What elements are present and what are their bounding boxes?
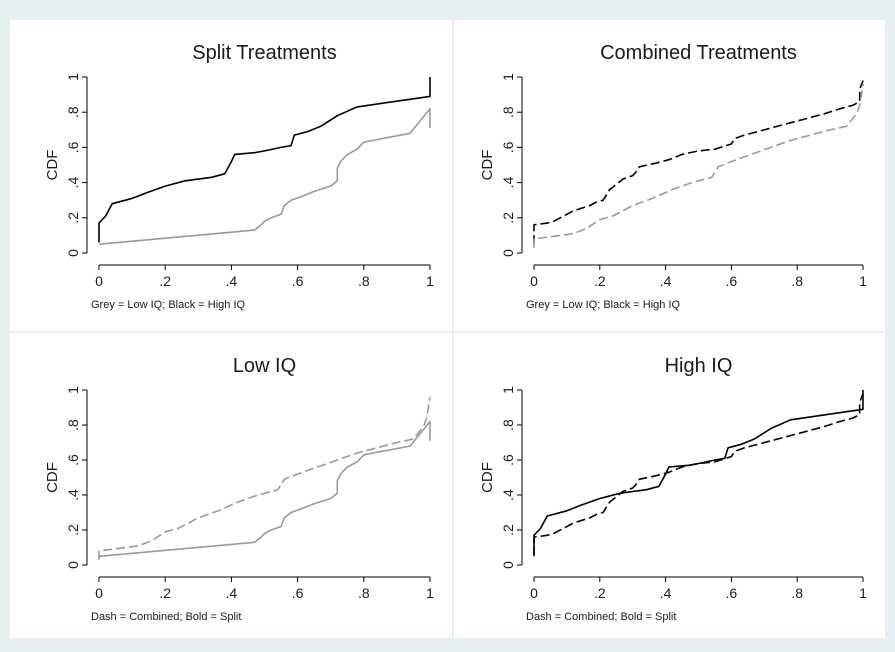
y-tick-label: .4 [500,177,516,189]
series-line-1 [98,77,431,243]
series-line-1 [533,80,864,245]
y-tick-label: 1 [65,73,81,81]
x-tick-label: 1 [859,585,867,601]
x-tick-label: .8 [358,273,370,289]
x-tick-label: .8 [358,585,370,601]
y-tick-label: .8 [500,419,516,431]
chart-note: Grey = Low IQ; Black = High IQ [91,299,246,311]
panel-background [454,20,885,331]
series-line-2 [98,107,431,245]
x-tick-label: .4 [660,273,672,289]
x-tick-label: .4 [660,585,672,601]
x-tick-label: 0 [530,585,538,601]
panel-background [10,20,452,331]
chart-panel-3: Low IQ 0 .2 .4 .6 .8 1 CDF 0 .2 .4 .6 .8 1 Dash = Comb… [10,333,452,638]
y-axis-label: CDF [44,462,61,493]
y-tick-label: 0 [65,249,81,257]
y-tick-label: 0 [500,249,516,257]
x-tick-label: 0 [95,273,103,289]
x-tick-label: .6 [726,585,738,601]
y-axis-label: CDF [44,150,61,181]
x-tick-label: .6 [726,273,738,289]
y-tick-label: .8 [65,419,81,431]
y-tick-label: 1 [65,386,81,394]
x-tick-label: 1 [859,273,867,289]
x-tick-label: .8 [791,585,803,601]
x-tick-label: .4 [226,273,238,289]
chart-note: Grey = Low IQ; Black = High IQ [526,299,681,311]
chart-panel-2: Combined Treatments 0 .2 .4 .6 .8 1 CDF 0 .2 .4 .6.… [454,20,885,331]
x-tick-label: .4 [226,585,238,601]
y-axis-label: CDF [479,462,496,493]
y-tick-label: .8 [65,106,81,118]
y-tick-label: .4 [500,489,516,501]
x-tick-label: .2 [159,585,171,601]
chart-title: Combined Treatments [600,42,797,64]
y-tick-label: .6 [65,454,81,466]
chart-title: Split Treatments [192,42,337,64]
chart-note: Dash = Combined; Bold = Split [91,611,241,623]
chart-panel-1: Split Treatments 0 .2 .4 .6 .8 1 CDF 0 .2 .4 .6 .8 1 G… [10,20,452,331]
y-tick-label: .6 [500,141,516,153]
y-tick-label: .6 [65,141,81,153]
y-tick-label: 0 [500,561,516,569]
y-tick-label: .2 [500,212,516,224]
series-line-1 [98,420,431,558]
y-axis-label: CDF [479,150,496,181]
y-tick-label: 1 [500,386,516,394]
x-tick-label: .2 [159,273,171,289]
y-tick-label: .6 [500,454,516,466]
panel-background [10,333,452,638]
x-tick-label: 1 [426,273,434,289]
x-tick-label: .8 [791,273,803,289]
y-tick-label: .2 [500,524,516,536]
x-tick-label: .2 [594,273,606,289]
y-tick-label: 0 [65,561,81,569]
chart-title: Low IQ [233,355,296,377]
y-tick-label: .2 [65,524,81,536]
x-tick-label: 0 [95,585,103,601]
y-tick-label: .4 [65,489,81,501]
y-tick-label: .8 [500,106,516,118]
chart-note: Dash = Combined; Bold = Split [526,611,676,623]
x-tick-label: .2 [594,585,606,601]
y-tick-label: 1 [500,73,516,81]
series-line-2 [98,396,431,560]
series-line-2 [533,393,864,557]
x-tick-label: .6 [292,585,304,601]
panel-background [454,333,885,638]
y-tick-label: .4 [65,177,81,189]
x-tick-label: 1 [426,585,434,601]
chart-panel-4: High IQ 0 .2 .4 .6 .8 1 CDF 0 .2 .4 .6 .8 1 Dash = Com… [454,333,885,638]
series-line-2 [533,83,864,248]
x-tick-label: 0 [530,273,538,289]
x-tick-label: .6 [292,273,304,289]
chart-title: High IQ [665,355,733,377]
y-tick-label: .2 [65,212,81,224]
